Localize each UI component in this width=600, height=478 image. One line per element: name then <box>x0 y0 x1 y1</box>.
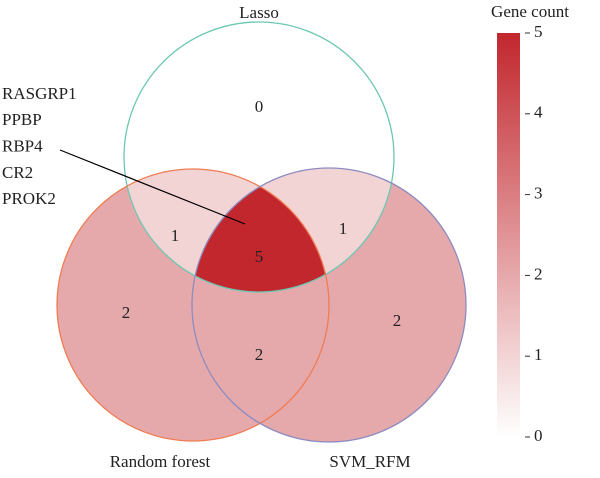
region-value: 2 <box>122 303 131 322</box>
colorbar-tick-label: 4 <box>534 103 543 122</box>
overlay: Lasso Random forest SVM_RFM 0 1 1 5 2 2 2 RASGRP1 P… <box>2 2 569 471</box>
set-outline <box>123 21 395 293</box>
region-value: 0 <box>255 97 264 116</box>
set-outline <box>56 168 330 442</box>
region-value: 1 <box>339 219 348 238</box>
region-value: 2 <box>255 345 264 364</box>
gene-label: CR2 <box>2 163 33 182</box>
gene-label: RASGRP1 <box>2 84 77 103</box>
set-label: Lasso <box>239 3 279 22</box>
colorbar-tick-label: 1 <box>534 345 543 364</box>
gene-label: RBP4 <box>2 137 43 156</box>
region-value: 2 <box>393 311 402 330</box>
set-label: SVM_RFM <box>329 452 410 471</box>
region-value: 5 <box>255 247 264 266</box>
region-value: 1 <box>171 226 180 245</box>
colorbar-tick-label: 5 <box>534 22 543 41</box>
annotation-line <box>59 149 246 225</box>
colorbar-tick-label: 2 <box>534 264 543 283</box>
colorbar-title: Gene count <box>491 2 569 21</box>
gene-label: PROK2 <box>2 189 56 208</box>
set-label: Random forest <box>110 452 211 471</box>
colorbar-tick-label: 3 <box>534 184 543 203</box>
colorbar <box>497 33 520 437</box>
set-outline <box>191 167 467 443</box>
gene-label: PPBP <box>2 110 42 129</box>
colorbar-tick-label: 0 <box>534 426 543 445</box>
